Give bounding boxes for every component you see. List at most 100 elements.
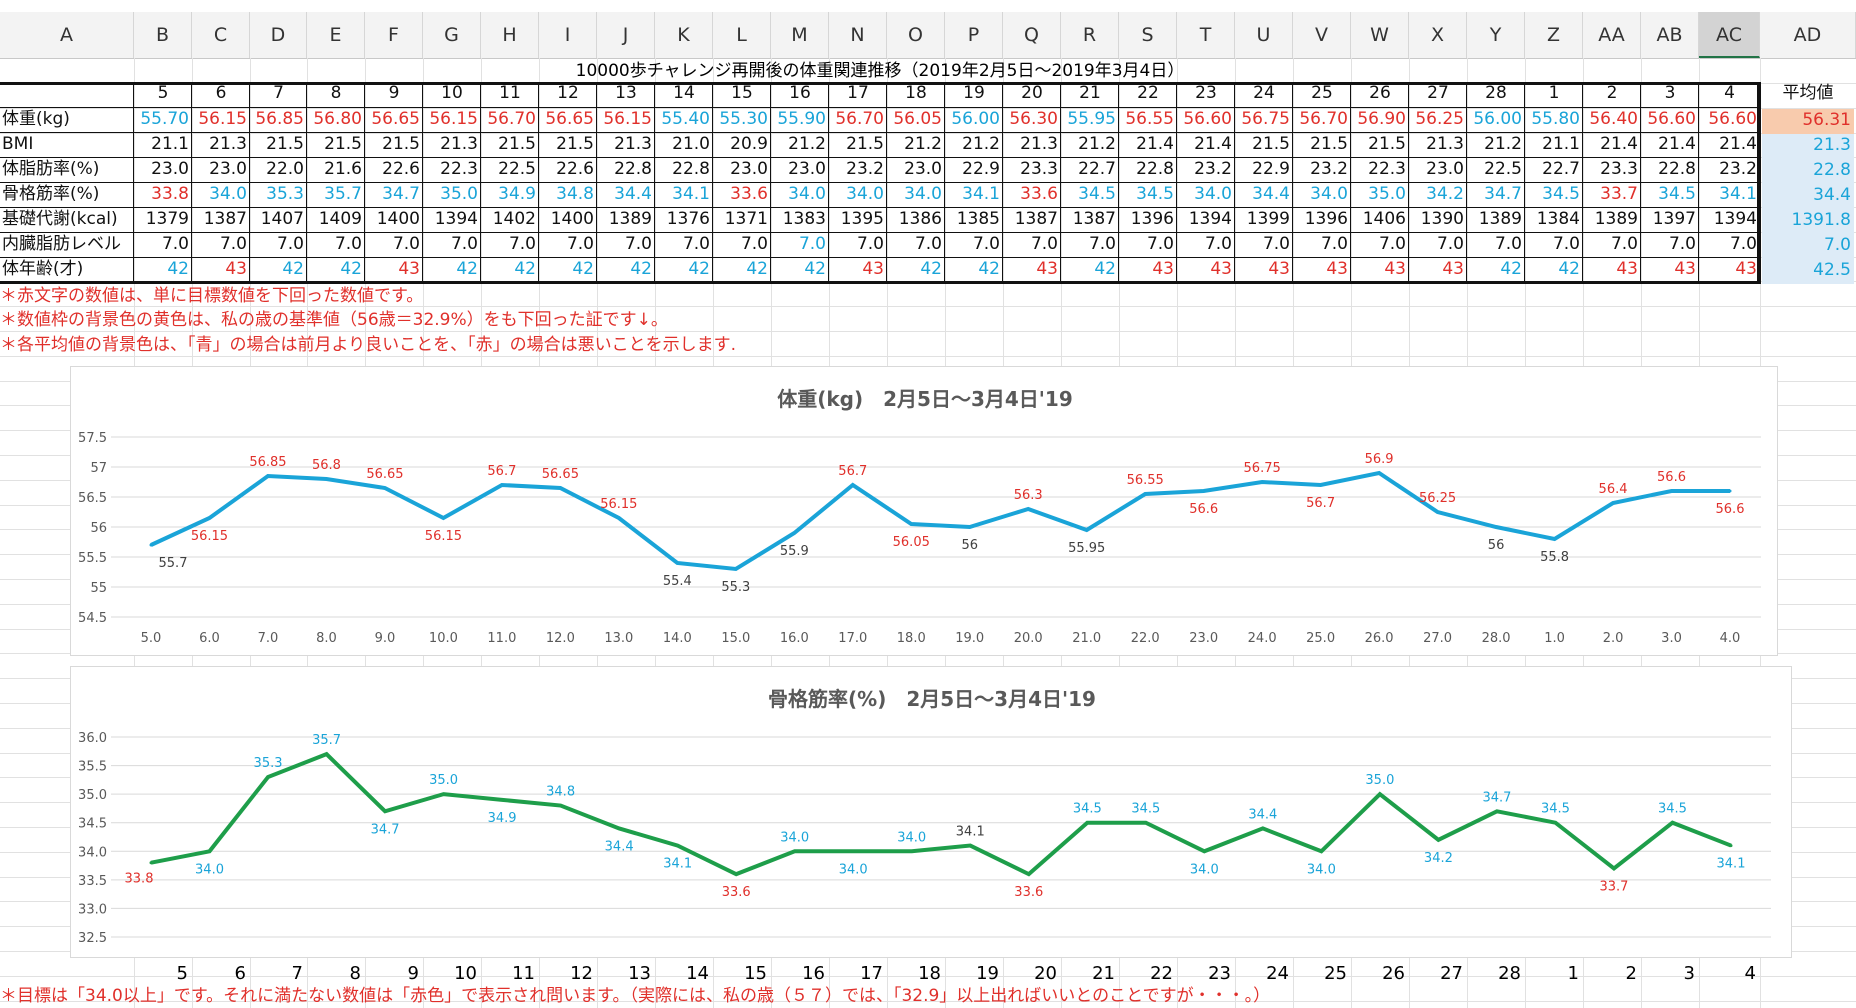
column-header-y[interactable]: Y <box>1467 12 1525 58</box>
table-cell[interactable]: 21.1 <box>1542 134 1580 154</box>
table-cell[interactable]: 22.3 <box>440 159 478 179</box>
table-cell[interactable]: 21.5 <box>382 134 420 154</box>
table-cell[interactable]: 56.00 <box>951 109 1000 129</box>
table-cell[interactable]: 43 <box>1616 259 1638 279</box>
table-cell[interactable]: 23.0 <box>904 159 942 179</box>
column-header-i[interactable]: I <box>539 12 597 58</box>
table-cell[interactable]: 43 <box>225 259 247 279</box>
row-label[interactable]: 体脂肪率(%) <box>2 159 100 179</box>
table-cell[interactable]: 1389 <box>1478 209 1522 229</box>
table-cell[interactable]: 7.0 <box>1146 234 1174 254</box>
table-cell[interactable]: 56.15 <box>603 109 652 129</box>
table-cell[interactable]: 23.0 <box>1426 159 1464 179</box>
table-cell[interactable]: 7.0 <box>450 234 478 254</box>
table-cell[interactable]: 35.0 <box>440 184 478 204</box>
column-header-aa[interactable]: AA <box>1583 12 1641 58</box>
day-header-cell[interactable]: 20 <box>1021 83 1043 103</box>
table-cell[interactable]: 43 <box>1036 259 1058 279</box>
day-header-cell[interactable]: 15 <box>731 83 753 103</box>
table-cell[interactable]: 42 <box>167 259 189 279</box>
table-cell[interactable]: 21.4 <box>1600 134 1638 154</box>
table-cell[interactable]: 33.7 <box>1600 184 1638 204</box>
day-header-cell[interactable]: 5 <box>157 83 169 103</box>
column-header-u[interactable]: U <box>1235 12 1293 58</box>
bottom-day-cell[interactable]: 28 <box>1498 963 1521 984</box>
table-cell[interactable]: 34.2 <box>1426 184 1464 204</box>
bottom-day-cell[interactable]: 1 <box>1567 963 1579 984</box>
day-header-cell[interactable]: 16 <box>789 83 811 103</box>
table-cell[interactable]: 42 <box>746 259 768 279</box>
table-cell[interactable]: 56.65 <box>371 109 420 129</box>
column-header-g[interactable]: G <box>423 12 481 58</box>
bottom-day-cell[interactable]: 10 <box>454 963 477 984</box>
bottom-day-cell[interactable]: 24 <box>1266 963 1289 984</box>
day-header-cell[interactable]: 24 <box>1253 83 1275 103</box>
bottom-day-cell[interactable]: 17 <box>860 963 883 984</box>
day-header-cell[interactable]: 8 <box>330 83 342 103</box>
table-cell[interactable]: 1387 <box>1014 209 1058 229</box>
table-cell[interactable]: 43 <box>1442 259 1464 279</box>
row-label[interactable]: 体重(kg) <box>2 109 70 129</box>
avg-cell[interactable]: 1391.8 <box>1762 209 1854 234</box>
table-cell[interactable]: 34.5 <box>1136 184 1174 204</box>
table-cell[interactable]: 42 <box>630 259 652 279</box>
table-cell[interactable]: 1389 <box>1594 209 1638 229</box>
table-cell[interactable]: 34.0 <box>209 184 247 204</box>
table-cell[interactable]: 7.0 <box>334 234 362 254</box>
column-header-n[interactable]: N <box>829 12 887 58</box>
table-cell[interactable]: 56.30 <box>1009 109 1058 129</box>
table-cell[interactable]: 1386 <box>898 209 942 229</box>
table-cell[interactable]: 21.5 <box>324 134 362 154</box>
day-header-cell[interactable]: 3 <box>1664 83 1676 103</box>
day-header-cell[interactable]: 7 <box>273 83 284 103</box>
table-cell[interactable]: 21.4 <box>1136 134 1174 154</box>
table-cell[interactable]: 1390 <box>1420 209 1464 229</box>
bottom-day-cell[interactable]: 7 <box>291 963 303 984</box>
table-cell[interactable]: 56.60 <box>1647 109 1696 129</box>
table-cell[interactable]: 21.5 <box>266 134 304 154</box>
bottom-day-cell[interactable]: 2 <box>1625 963 1637 984</box>
table-cell[interactable]: 1394 <box>1713 209 1757 229</box>
table-cell[interactable]: 34.5 <box>1542 184 1580 204</box>
day-header-cell[interactable]: 22 <box>1137 83 1159 103</box>
table-cell[interactable]: 22.7 <box>1078 159 1116 179</box>
table-cell[interactable]: 23.3 <box>1020 159 1058 179</box>
table-cell[interactable]: 7.0 <box>219 234 247 254</box>
table-cell[interactable]: 7.0 <box>161 234 189 254</box>
avg-cell[interactable]: 34.4 <box>1762 184 1854 209</box>
bottom-day-cell[interactable]: 26 <box>1382 963 1405 984</box>
table-cell[interactable]: 7.0 <box>508 234 536 254</box>
avg-header-cell[interactable]: 平均値 <box>1782 83 1834 103</box>
table-cell[interactable]: 22.3 <box>1368 159 1406 179</box>
column-header-w[interactable]: W <box>1351 12 1409 58</box>
column-header-ad[interactable]: AD <box>1760 12 1856 58</box>
table-cell[interactable]: 7.0 <box>682 234 710 254</box>
bottom-day-cell[interactable]: 8 <box>349 963 361 984</box>
column-header-l[interactable]: L <box>713 12 771 58</box>
table-cell[interactable]: 21.2 <box>788 134 826 154</box>
bottom-day-cell[interactable]: 6 <box>234 963 246 984</box>
table-cell[interactable]: 1396 <box>1130 209 1174 229</box>
table-cell[interactable]: 35.0 <box>1368 184 1406 204</box>
table-cell[interactable]: 21.5 <box>556 134 594 154</box>
row-label[interactable]: 骨格筋率(%) <box>2 184 100 204</box>
table-cell[interactable]: 43 <box>1735 259 1757 279</box>
table-cell[interactable]: 43 <box>1210 259 1232 279</box>
day-header-cell[interactable]: 14 <box>673 83 695 103</box>
table-cell[interactable]: 1379 <box>145 209 189 229</box>
table-cell[interactable]: 21.3 <box>1426 134 1464 154</box>
table-cell[interactable]: 7.0 <box>1030 234 1058 254</box>
table-cell[interactable]: 56.25 <box>1415 109 1464 129</box>
avg-cell[interactable]: 42.5 <box>1762 259 1854 284</box>
table-cell[interactable]: 55.90 <box>777 109 826 129</box>
table-cell[interactable]: 34.0 <box>1194 184 1232 204</box>
table-cell[interactable]: 22.5 <box>1484 159 1522 179</box>
table-cell[interactable]: 42 <box>804 259 826 279</box>
day-header-cell[interactable]: 25 <box>1311 83 1333 103</box>
day-header-cell[interactable]: 2 <box>1606 83 1618 103</box>
table-cell[interactable]: 1409 <box>318 209 362 229</box>
table-cell[interactable]: 23.2 <box>1194 159 1232 179</box>
table-cell[interactable]: 21.5 <box>1368 134 1406 154</box>
table-cell[interactable]: 34.0 <box>1310 184 1348 204</box>
table-cell[interactable]: 42 <box>514 259 536 279</box>
